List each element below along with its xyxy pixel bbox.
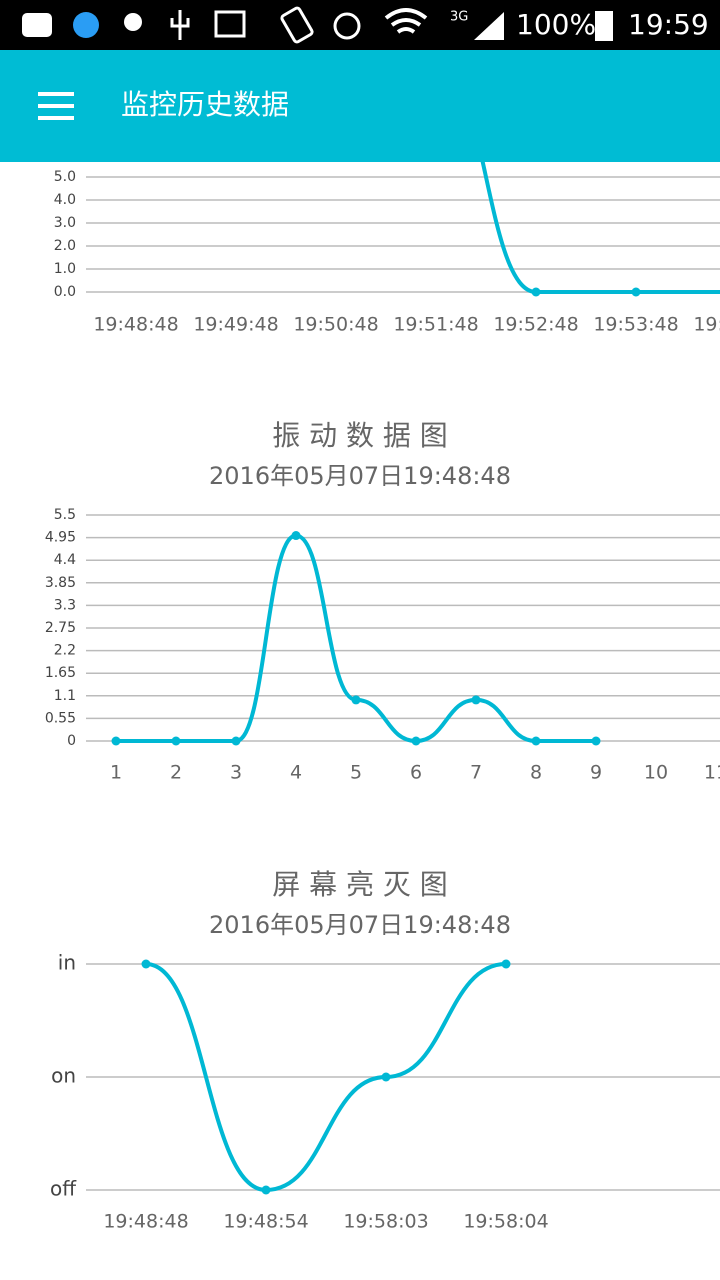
data-point — [381, 1072, 391, 1082]
data-line — [116, 533, 596, 744]
y-tick-label: 4.0 — [54, 192, 76, 208]
icon — [170, 10, 190, 40]
data-point — [501, 959, 511, 969]
x-tick-label: 1 — [110, 762, 122, 784]
data-point — [351, 695, 361, 705]
icon — [73, 12, 99, 38]
x-tick-label: 4 — [290, 762, 302, 784]
icon — [124, 13, 142, 31]
data-point — [591, 736, 601, 746]
x-tick-label: 6 — [410, 762, 422, 784]
app-bar: 监控历史数据 — [0, 50, 720, 162]
icon — [214, 10, 246, 38]
signal — [474, 12, 504, 40]
data-line — [145, 962, 507, 1193]
x-tick-label: 10 — [644, 762, 668, 784]
data-point — [111, 736, 121, 746]
app-bar-content: 监控历史数据 — [38, 88, 289, 121]
icon — [22, 13, 52, 37]
y-tick-label: 1.0 — [54, 261, 76, 277]
data-point — [141, 959, 151, 969]
data-point — [231, 736, 241, 746]
x-tick-label: 19:58:03 — [343, 1211, 428, 1233]
x-tick-label: 19:53:48 — [593, 314, 678, 336]
battery-level: 100% — [516, 8, 596, 41]
y-tick-label: 3.3 — [54, 597, 76, 613]
data-point — [291, 531, 301, 541]
x-tick-label: 19:58:04 — [463, 1211, 548, 1233]
x-tick-label: 19:48:54 — [223, 1211, 308, 1233]
data-point — [471, 695, 481, 705]
x-tick-label: 19:50:48 — [293, 314, 378, 336]
y-tick-label: 1.1 — [54, 688, 76, 704]
y-tick-label: 5.5 — [54, 507, 76, 523]
y-tick-label: 5.0 — [54, 169, 76, 185]
data-point — [261, 1185, 271, 1195]
chart-title: 振 动 数 据 图 — [272, 419, 448, 452]
data-point — [531, 287, 541, 297]
icon — [280, 6, 314, 44]
clock: 19:59 — [628, 8, 709, 41]
data-point — [531, 736, 541, 746]
icon — [384, 8, 428, 34]
chart-subtitle: 2016年05月07日19:48:48 — [209, 462, 511, 490]
menu-button[interactable] — [38, 92, 74, 120]
x-tick-label: 3 — [230, 762, 242, 784]
network-type: 3G — [450, 10, 468, 25]
y-tick-label: 2.75 — [45, 620, 76, 636]
y-tick-label: 0.55 — [45, 710, 76, 726]
y-tick-label: in — [58, 951, 76, 975]
status-bar: 3G 100% 19:59 — [0, 0, 720, 50]
x-tick-label: 2 — [170, 762, 182, 784]
y-tick-label: 0 — [67, 733, 76, 749]
x-tick-label: 19:48:48 — [93, 314, 178, 336]
x-tick-label: 5 — [350, 762, 362, 784]
x-tick-label: 19:54:48 — [693, 314, 720, 336]
status-icons: 3G 100% 19:59 — [22, 6, 709, 44]
y-tick-label: 2.2 — [54, 643, 76, 659]
y-tick-label: 2.0 — [54, 238, 76, 254]
y-tick-label: off — [50, 1177, 77, 1201]
app-title: 监控历史数据 — [121, 88, 289, 121]
x-tick-label: 9 — [590, 762, 602, 784]
x-tick-label: 19:52:48 — [493, 314, 578, 336]
y-tick-label: 4.95 — [45, 530, 76, 546]
data-point — [171, 736, 181, 746]
y-tick-label: 1.65 — [45, 665, 76, 681]
chart-title: 屏 幕 亮 灭 图 — [272, 868, 448, 901]
icon — [333, 12, 361, 40]
battery-icon — [595, 11, 613, 41]
y-tick-label: on — [51, 1064, 76, 1088]
y-tick-label: 0.0 — [54, 284, 76, 300]
x-tick-label: 8 — [530, 762, 542, 784]
x-tick-label: 19:49:48 — [193, 314, 278, 336]
y-tick-label: 4.4 — [54, 552, 76, 568]
y-tick-label: 3.85 — [45, 575, 76, 591]
chart-subtitle: 2016年05月07日19:48:48 — [209, 911, 511, 939]
y-tick-label: 3.0 — [54, 215, 76, 231]
x-tick-label: 19:51:48 — [393, 314, 478, 336]
data-point — [631, 287, 641, 297]
data-point — [411, 736, 421, 746]
x-tick-label: 19:48:48 — [103, 1211, 188, 1233]
x-tick-label: 11 — [704, 762, 720, 784]
x-tick-label: 7 — [470, 762, 482, 784]
